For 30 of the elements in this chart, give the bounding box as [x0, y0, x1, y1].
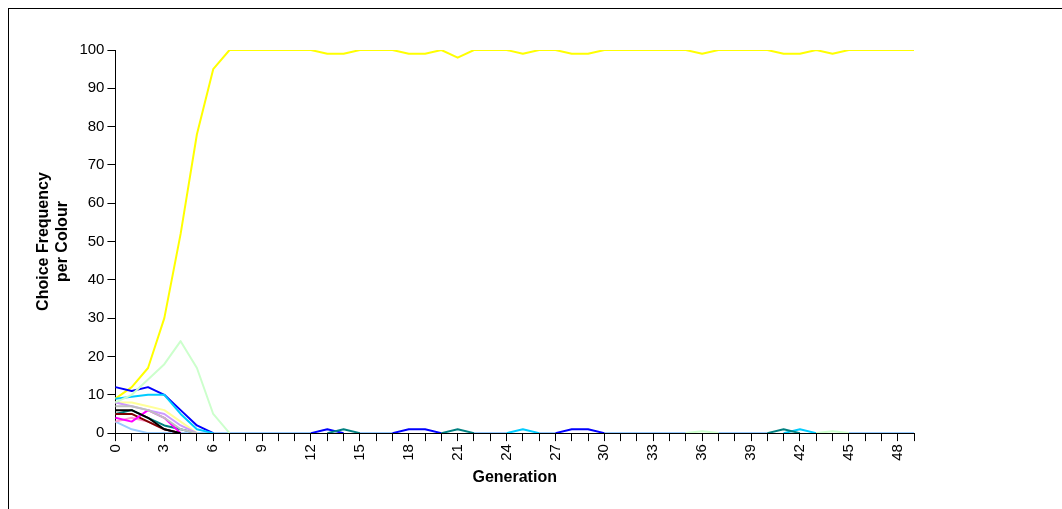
y-tick-label: 80 [87, 116, 105, 134]
y-tick-label: 0 [96, 423, 105, 441]
x-tick-label: 42 [790, 444, 808, 461]
y-tick-label: 30 [87, 308, 105, 326]
x-tick-label: 33 [643, 444, 661, 461]
x-tick-label: 18 [398, 444, 416, 461]
x-tick-label: 3 [154, 444, 172, 453]
x-tick-label: 27 [545, 444, 563, 461]
x-tick-label: 21 [447, 444, 465, 461]
x-tick-label: 45 [838, 444, 856, 461]
x-tick-label: 0 [105, 444, 123, 453]
y-tick-label: 40 [87, 270, 105, 288]
x-tick-label: 36 [692, 444, 710, 461]
x-tick-label: 24 [496, 444, 514, 461]
x-tick-label: 30 [594, 444, 612, 461]
x-tick-label: 39 [741, 444, 759, 461]
y-tick-label: 60 [87, 193, 105, 211]
y-tick-label: 70 [87, 155, 105, 173]
y-tick-label: 20 [87, 346, 105, 364]
x-tick-label: 12 [301, 444, 319, 461]
y-tick-label: 50 [87, 231, 105, 249]
x-tick-label: 48 [887, 444, 905, 461]
x-tick-label: 15 [350, 444, 368, 461]
x-axis-title: Generation [472, 467, 557, 485]
x-tick-label: 6 [203, 444, 221, 453]
y-tick-label: 100 [79, 40, 105, 58]
y-axis-title: Choice Frequency per Colour [34, 172, 71, 311]
y-tick-label: 90 [87, 78, 105, 96]
x-tick-label: 9 [252, 444, 270, 453]
y-tick-label: 10 [87, 384, 105, 402]
